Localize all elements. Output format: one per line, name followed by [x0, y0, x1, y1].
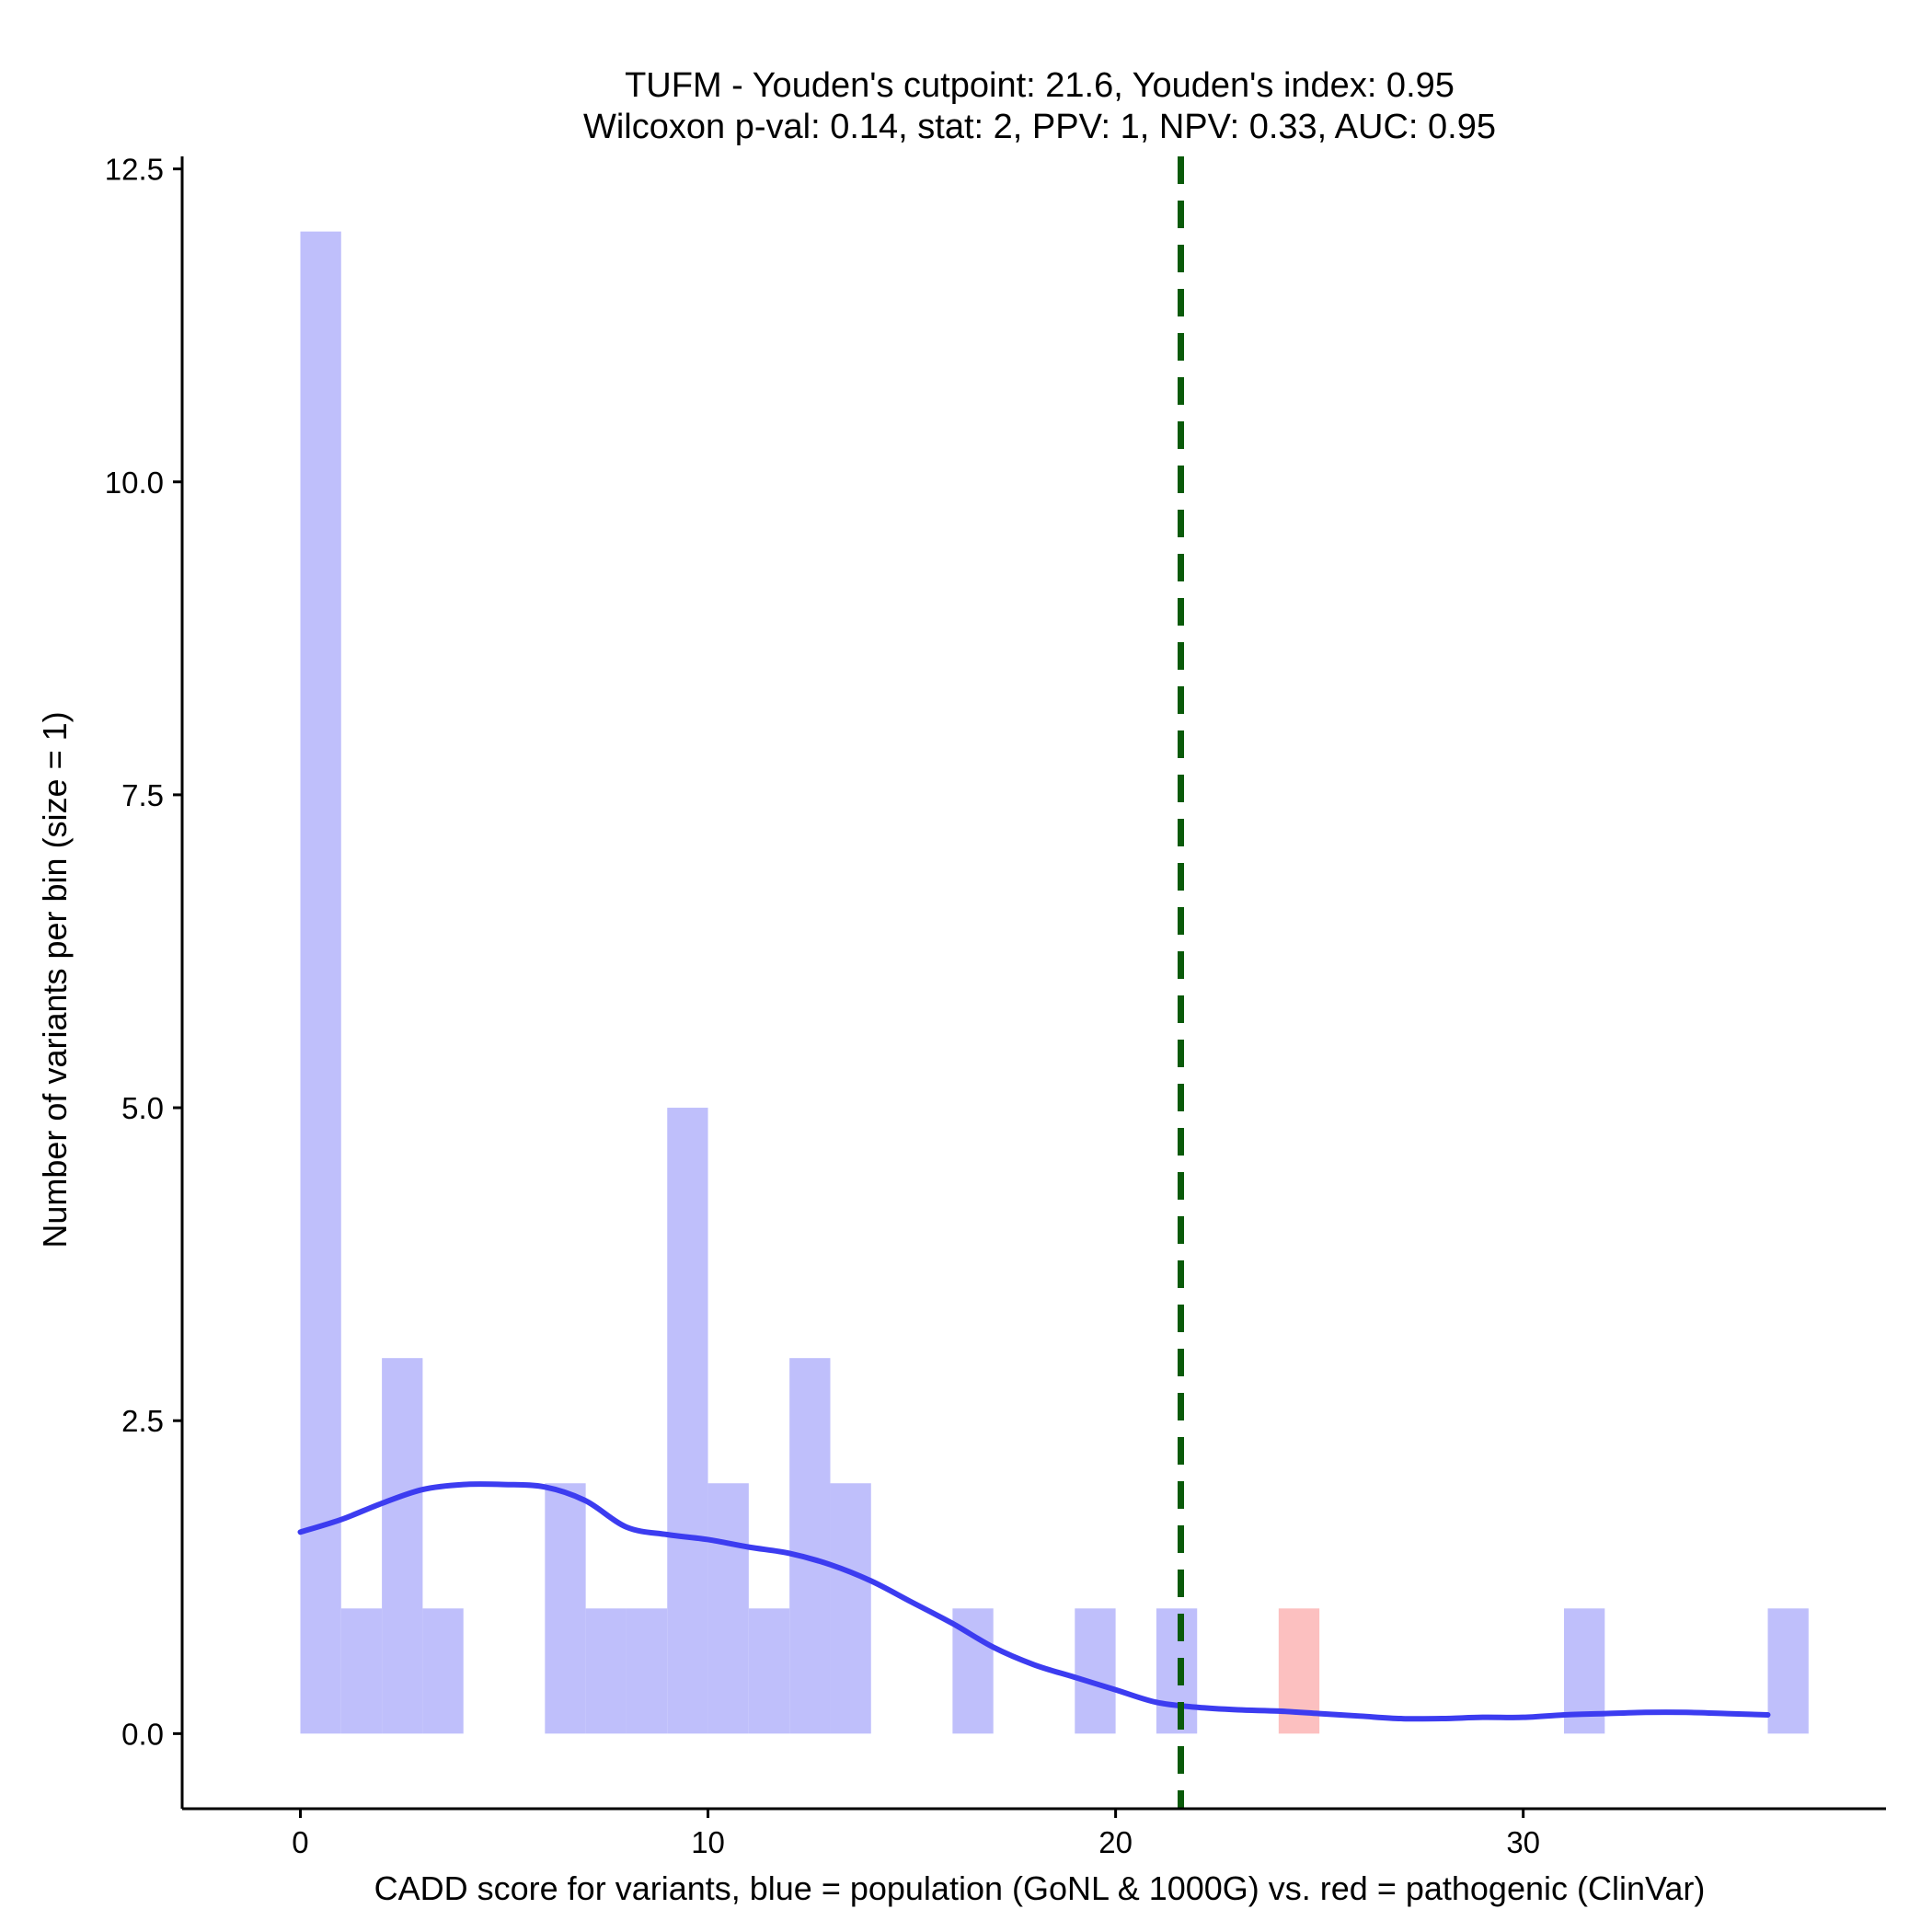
- y-tick-label: 10.0: [105, 466, 164, 500]
- x-tick-label: 20: [1098, 1825, 1133, 1859]
- population-bar-7: [667, 1108, 708, 1734]
- x-axis-ticks: 0 10 20 30: [292, 1809, 1540, 1859]
- population-bar-4: [545, 1483, 586, 1734]
- y-axis-ticks: 0.0 2.5 5.0 7.5 10.0 12.5: [105, 153, 182, 1751]
- y-axis-title: Number of variants per bin (size = 1): [36, 711, 74, 1248]
- population-bar-2: [382, 1358, 423, 1734]
- bars-layer: [300, 231, 1809, 1734]
- population-bar-0: [300, 231, 341, 1734]
- y-tick-label: 2.5: [121, 1404, 164, 1438]
- population-bar-6: [626, 1608, 668, 1734]
- population-bar-9: [748, 1608, 790, 1734]
- population-bar-3: [422, 1608, 464, 1734]
- chart-title-line-1: TUFM - Youden's cutpoint: 21.6, Youden's…: [625, 66, 1455, 105]
- population-bar-13: [1075, 1608, 1116, 1734]
- y-tick-label: 7.5: [121, 778, 164, 812]
- population-bar-5: [585, 1608, 627, 1734]
- density-curve-layer: [297, 1481, 1771, 1722]
- population-bar-1: [340, 1608, 383, 1734]
- x-tick-label: 10: [691, 1825, 725, 1859]
- chart-title-line-2: Wilcoxon p-val: 0.14, stat: 2, PPV: 1, N…: [583, 108, 1496, 146]
- x-tick-label: 30: [1506, 1825, 1540, 1859]
- population-bar-11: [830, 1483, 871, 1734]
- population-bar-14: [1156, 1608, 1198, 1734]
- population-bar-16: [1767, 1608, 1809, 1734]
- population-bar-10: [789, 1358, 831, 1734]
- y-tick-label: 12.5: [105, 153, 164, 187]
- population-bar-8: [707, 1483, 749, 1734]
- x-axis-title: CADD score for variants, blue = populati…: [374, 1869, 1706, 1907]
- y-tick-label: 0.0: [121, 1717, 164, 1751]
- density-curve-line: [297, 1481, 1771, 1722]
- x-tick-label: 0: [292, 1825, 308, 1859]
- y-tick-label: 5.0: [121, 1091, 164, 1125]
